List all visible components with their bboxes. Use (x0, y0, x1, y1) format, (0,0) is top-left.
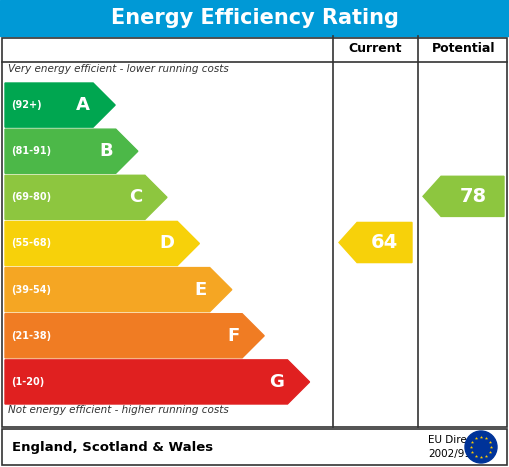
Text: C: C (129, 188, 142, 206)
Text: (39-54): (39-54) (11, 285, 51, 295)
Text: Energy Efficiency Rating: Energy Efficiency Rating (110, 8, 399, 28)
Text: F: F (227, 327, 239, 345)
Text: (1-20): (1-20) (11, 377, 44, 387)
Text: 2002/91/EC: 2002/91/EC (428, 449, 488, 459)
Text: B: B (99, 142, 113, 160)
Polygon shape (5, 268, 232, 311)
Text: D: D (159, 234, 174, 253)
Text: G: G (270, 373, 285, 391)
Polygon shape (339, 222, 412, 262)
Text: Current: Current (349, 42, 402, 56)
Polygon shape (5, 83, 115, 127)
Bar (2, 429, 507, 465)
Bar (0, 0, 509, 36)
Text: 64: 64 (371, 233, 398, 252)
Circle shape (465, 431, 497, 463)
Text: 78: 78 (460, 187, 487, 206)
Polygon shape (5, 360, 309, 404)
Text: (69-80): (69-80) (11, 192, 51, 202)
Text: Potential: Potential (432, 42, 495, 56)
Text: A: A (76, 96, 90, 114)
Bar (2, 38, 507, 427)
Bar (0, 427, 509, 467)
Text: (21-38): (21-38) (11, 331, 51, 341)
Polygon shape (5, 221, 200, 266)
Text: EU Directive: EU Directive (428, 435, 492, 445)
Polygon shape (5, 175, 167, 219)
Text: E: E (194, 281, 207, 298)
Text: England, Scotland & Wales: England, Scotland & Wales (12, 440, 213, 453)
Polygon shape (423, 176, 504, 216)
Text: (55-68): (55-68) (11, 239, 51, 248)
Text: Very energy efficient - lower running costs: Very energy efficient - lower running co… (8, 64, 229, 74)
Text: Not energy efficient - higher running costs: Not energy efficient - higher running co… (8, 405, 229, 415)
Text: (92+): (92+) (11, 100, 42, 110)
Polygon shape (5, 129, 138, 173)
Polygon shape (5, 314, 264, 358)
Text: (81-91): (81-91) (11, 146, 51, 156)
